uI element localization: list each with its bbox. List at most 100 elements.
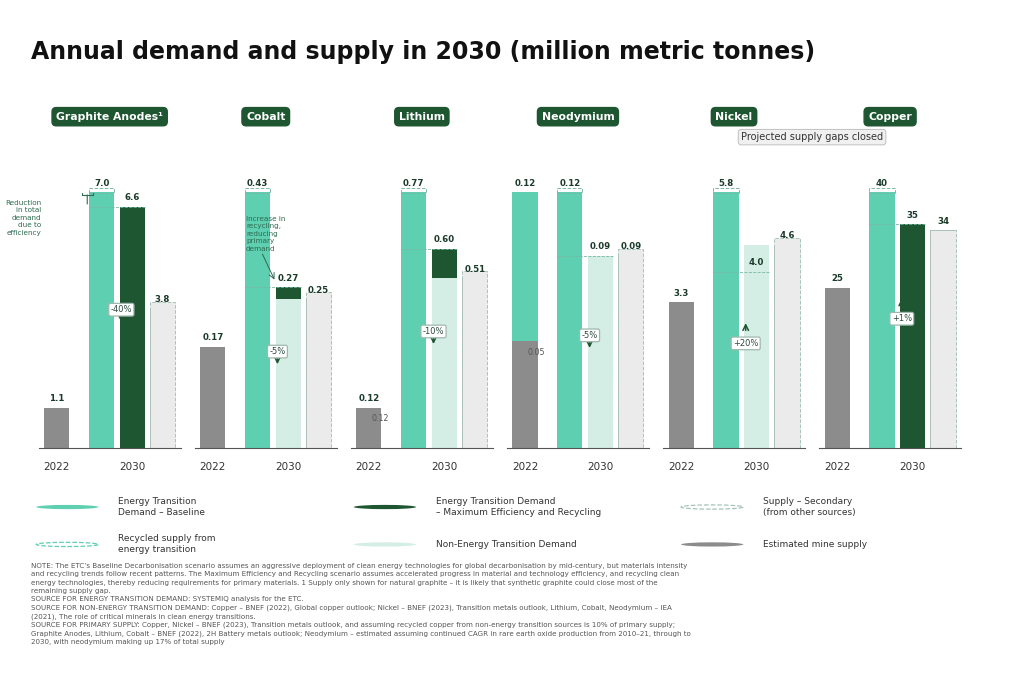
Text: 2030: 2030: [743, 462, 770, 472]
Circle shape: [36, 505, 98, 509]
Text: Cobalt: Cobalt: [246, 112, 286, 122]
Bar: [401, 188, 426, 193]
Text: -40%: -40%: [111, 305, 132, 314]
Text: +20%: +20%: [733, 339, 759, 348]
Text: Lithium: Lithium: [398, 112, 444, 122]
Bar: [44, 408, 70, 448]
Text: 2022: 2022: [512, 462, 539, 472]
Text: 0.43: 0.43: [247, 178, 268, 187]
Text: Supply – Secondary
(from other sources): Supply – Secondary (from other sources): [763, 497, 856, 517]
Text: 35: 35: [906, 211, 919, 220]
Text: 2030: 2030: [587, 462, 613, 472]
Text: 0.12: 0.12: [514, 178, 536, 187]
Text: 40: 40: [877, 178, 888, 187]
Bar: [512, 192, 538, 448]
Bar: [201, 347, 225, 448]
Text: Energy Transition
Demand – Baseline: Energy Transition Demand – Baseline: [119, 497, 206, 517]
Text: 0.09: 0.09: [590, 243, 611, 252]
Text: 4.6: 4.6: [779, 231, 795, 240]
Text: 2030: 2030: [275, 462, 301, 472]
Text: NOTE: The ETC’s Baseline Decarbonisation scenario assumes an aggressive deployme: NOTE: The ETC’s Baseline Decarbonisation…: [31, 563, 690, 645]
Bar: [432, 278, 457, 448]
Bar: [462, 278, 487, 448]
Bar: [931, 231, 955, 448]
Text: Projected supply gaps closed: Projected supply gaps closed: [741, 132, 883, 142]
Bar: [618, 256, 643, 448]
Text: 0.05: 0.05: [527, 348, 545, 357]
Text: 7.0: 7.0: [94, 178, 110, 187]
Text: 2022: 2022: [355, 462, 382, 472]
Text: 0.17: 0.17: [202, 333, 223, 342]
Text: 2030: 2030: [431, 462, 458, 472]
Bar: [557, 192, 583, 448]
Text: Nickel: Nickel: [716, 112, 753, 122]
Text: Recycled supply from
energy transition: Recycled supply from energy transition: [119, 534, 216, 554]
Circle shape: [681, 505, 743, 509]
Bar: [774, 238, 800, 448]
Bar: [900, 224, 925, 448]
Bar: [557, 188, 583, 193]
Text: 2022: 2022: [200, 462, 226, 472]
Bar: [401, 192, 426, 448]
Bar: [869, 192, 895, 448]
Bar: [275, 287, 301, 299]
Text: 2022: 2022: [44, 462, 70, 472]
Bar: [432, 249, 457, 278]
Text: Copper: Copper: [868, 112, 912, 122]
Bar: [151, 309, 175, 448]
Text: Reduction
in total
demand
due to
efficiency: Reduction in total demand due to efficie…: [5, 200, 42, 236]
Text: -5%: -5%: [269, 347, 286, 356]
Text: 6.6: 6.6: [124, 193, 140, 202]
Circle shape: [354, 542, 416, 547]
Text: Increase in
recycling,
reducing
primary
demand: Increase in recycling, reducing primary …: [246, 216, 286, 252]
Text: 3.3: 3.3: [674, 289, 689, 298]
Bar: [306, 292, 331, 448]
Bar: [743, 245, 769, 448]
Bar: [714, 192, 738, 448]
Text: +1%: +1%: [892, 314, 911, 323]
Text: -10%: -10%: [423, 327, 444, 336]
Text: 0.09: 0.09: [621, 243, 641, 252]
Text: 0.77: 0.77: [403, 178, 425, 187]
Circle shape: [681, 542, 743, 547]
Text: 5.8: 5.8: [718, 178, 733, 187]
Bar: [931, 231, 955, 448]
Text: 0.51: 0.51: [464, 265, 485, 274]
Text: Graphite Anodes¹: Graphite Anodes¹: [56, 112, 163, 122]
Text: 34: 34: [937, 217, 949, 226]
Bar: [356, 408, 382, 448]
Text: 0.12: 0.12: [358, 395, 380, 404]
Text: -5%: -5%: [582, 331, 598, 340]
Bar: [824, 288, 850, 448]
Text: 0.12: 0.12: [559, 178, 581, 187]
Text: Energy Transition Demand
– Maximum Efficiency and Recycling: Energy Transition Demand – Maximum Effic…: [436, 497, 601, 517]
Text: 2022: 2022: [668, 462, 694, 472]
Text: 0.60: 0.60: [434, 235, 455, 244]
Bar: [89, 188, 114, 193]
Bar: [512, 341, 538, 448]
Bar: [356, 408, 382, 448]
Bar: [588, 256, 613, 448]
Text: Annual demand and supply in 2030 (million metric tonnes): Annual demand and supply in 2030 (millio…: [31, 40, 815, 64]
Text: 4.0: 4.0: [749, 258, 764, 267]
Bar: [869, 188, 895, 193]
Text: 2030: 2030: [119, 462, 145, 472]
Bar: [306, 299, 331, 448]
Bar: [462, 272, 487, 448]
Text: Non-Energy Transition Demand: Non-Energy Transition Demand: [436, 540, 577, 549]
Bar: [120, 207, 144, 448]
Bar: [245, 188, 270, 193]
Text: Neodymium: Neodymium: [542, 112, 614, 122]
Bar: [275, 299, 301, 448]
Text: 3.8: 3.8: [155, 296, 170, 305]
Circle shape: [354, 505, 416, 509]
Bar: [151, 302, 175, 448]
Bar: [774, 245, 800, 448]
Text: 0.12: 0.12: [372, 415, 389, 424]
Text: 1.1: 1.1: [49, 394, 65, 403]
Bar: [618, 249, 643, 448]
Bar: [245, 192, 270, 448]
Text: Estimated mine supply: Estimated mine supply: [763, 540, 867, 549]
Text: 0.25: 0.25: [308, 285, 330, 294]
Bar: [714, 188, 738, 193]
